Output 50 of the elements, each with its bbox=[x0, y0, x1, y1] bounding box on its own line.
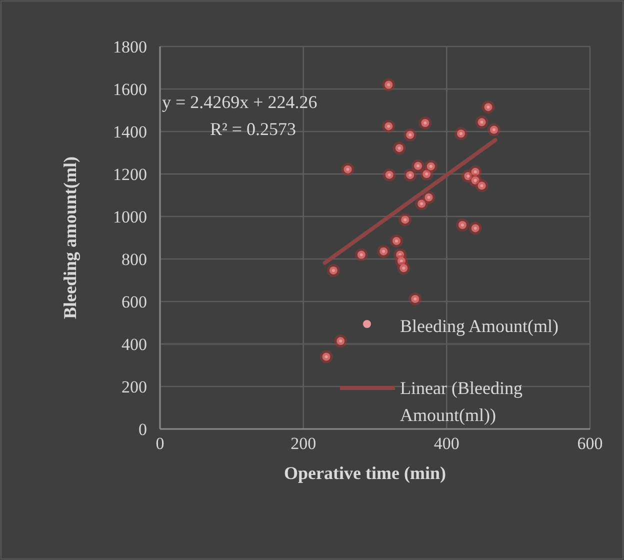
x-tick-label: 600 bbox=[577, 434, 603, 453]
y-axis-title: Bleeding amount(ml) bbox=[60, 156, 80, 320]
x-tick-label: 400 bbox=[434, 434, 460, 453]
point bbox=[334, 334, 348, 348]
point bbox=[468, 165, 482, 178]
point bbox=[398, 213, 412, 226]
point bbox=[397, 262, 410, 275]
y-tick-label: 1000 bbox=[113, 208, 147, 226]
y-tick-label: 1200 bbox=[113, 165, 147, 184]
point bbox=[404, 168, 417, 182]
point bbox=[487, 123, 500, 136]
point bbox=[326, 264, 340, 277]
x-tick-label: 0 bbox=[156, 434, 164, 453]
point bbox=[424, 160, 438, 173]
y-tick-label: 200 bbox=[122, 378, 147, 396]
legend-label: Bleeding Amount(ml) bbox=[400, 316, 558, 336]
point bbox=[404, 128, 417, 142]
point bbox=[390, 234, 403, 248]
point bbox=[382, 120, 396, 133]
point bbox=[475, 116, 488, 129]
point bbox=[422, 190, 436, 204]
point bbox=[382, 168, 396, 182]
point bbox=[354, 248, 368, 262]
point bbox=[320, 350, 333, 364]
point bbox=[382, 78, 396, 92]
y-tick-label: 800 bbox=[122, 250, 147, 269]
point bbox=[415, 197, 428, 210]
y-tick-label: 0 bbox=[138, 420, 147, 439]
point bbox=[392, 142, 406, 155]
annotation: R² = 0.2573 bbox=[210, 119, 296, 139]
point bbox=[377, 244, 390, 258]
point bbox=[341, 162, 354, 176]
y-tick-label: 1600 bbox=[113, 80, 147, 99]
y-tick-label: 1400 bbox=[113, 122, 147, 142]
point bbox=[456, 218, 469, 232]
point bbox=[468, 222, 482, 235]
point bbox=[418, 116, 432, 130]
legend-label: Linear (Bleeding Amount(ml)) bbox=[400, 378, 522, 425]
y-tick-label: 1800 bbox=[113, 38, 147, 56]
y-tick-label: 600 bbox=[122, 292, 147, 312]
point bbox=[412, 159, 424, 172]
point bbox=[475, 179, 488, 192]
annotation: y = 2.4269x + 224.26 bbox=[162, 92, 318, 112]
point bbox=[420, 168, 434, 180]
x-axis-title: Operative time (min) bbox=[284, 463, 446, 483]
point bbox=[454, 127, 468, 140]
x-tick-label: 200 bbox=[290, 434, 316, 453]
point bbox=[482, 100, 495, 114]
y-tick-label: 400 bbox=[122, 335, 147, 354]
point bbox=[408, 292, 422, 306]
